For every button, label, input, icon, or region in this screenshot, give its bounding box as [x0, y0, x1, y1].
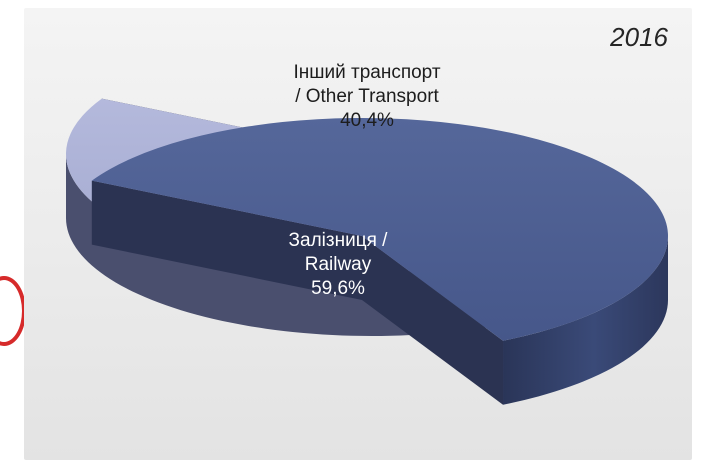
railway-slice: [91, 117, 668, 341]
railway-wall-end: [362, 236, 504, 405]
railway-wall-start: [91, 180, 362, 300]
pie-slices: [66, 98, 668, 405]
railway-label: Залізниця / Railway 59,6%: [289, 230, 389, 299]
chart-title: 2016: [610, 22, 668, 52]
other-transport-label: Інший транспорт / Other Transport 40,4%: [293, 62, 440, 131]
railway-side: [503, 236, 668, 405]
pie-labels: Залізниця / Railway 59,6% Інший транспорт / …: [289, 62, 441, 299]
